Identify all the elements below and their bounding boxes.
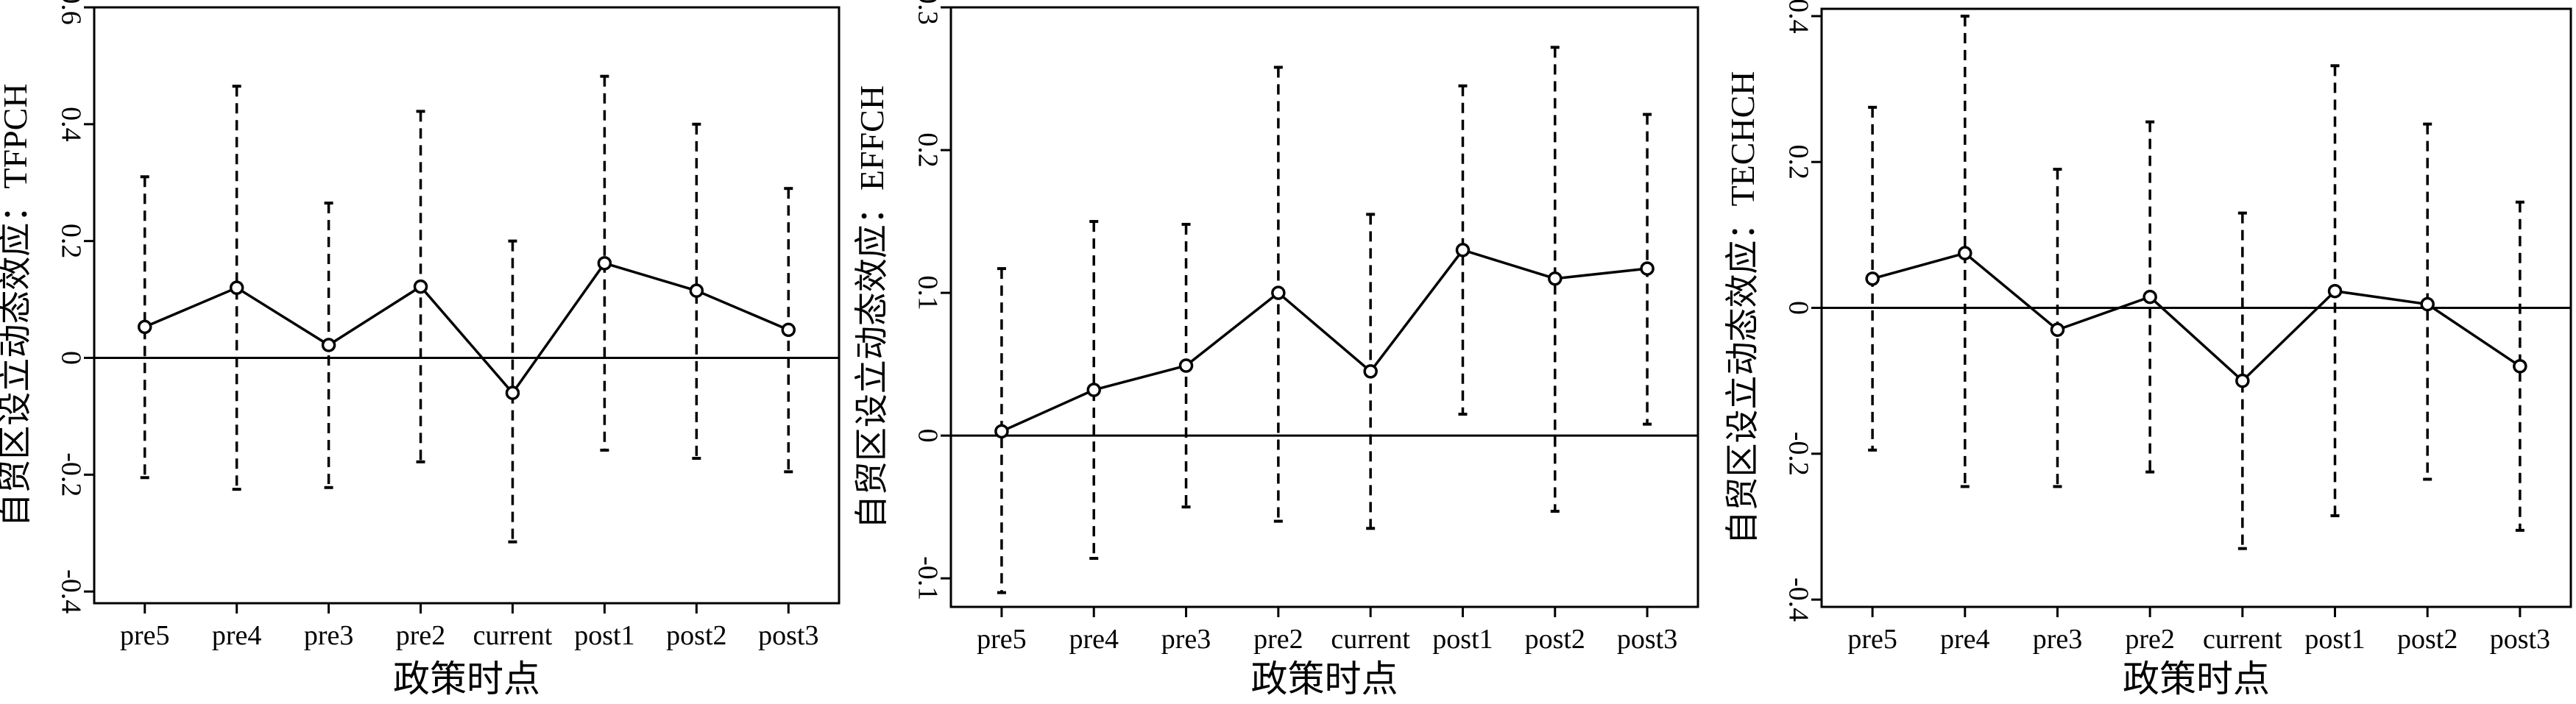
- point-current: [505, 385, 520, 400]
- y-tick-label: -0.2: [56, 452, 87, 497]
- panel-techch: -0.4 -0.2 0 0.2 0.4 pre5 pre4 pre3 pre2 current po…: [1722, 0, 2572, 700]
- point-post3: [2513, 359, 2527, 374]
- y-tick-label: 0: [56, 351, 87, 365]
- point-pre3: [321, 338, 336, 352]
- y-tick-label: 0.2: [1783, 144, 1814, 179]
- x-tick-label-pre4: pre4: [212, 620, 262, 651]
- point-pre4: [229, 280, 244, 295]
- y-tick-label: 0: [913, 429, 944, 443]
- y-tick-label: 0.2: [913, 132, 944, 168]
- series-line: [144, 261, 789, 395]
- y-tick-label: 0: [1783, 301, 1814, 315]
- y-axis-title: 自贸区设立动态效应：TECHCH: [1722, 71, 1762, 545]
- y-tick-label: -0.4: [56, 569, 87, 614]
- y-tick-label: 0.1: [913, 275, 944, 310]
- x-tick-label-current: current: [473, 620, 553, 651]
- y-axis-title: 自贸区设立动态效应：EFFCH: [852, 85, 891, 529]
- x-tick-label-pre5: pre5: [1847, 624, 1897, 655]
- point-post3: [1640, 261, 1655, 276]
- point-post2: [689, 283, 704, 298]
- x-tick-label-pre4: pre4: [1069, 624, 1119, 655]
- point-pre3: [2050, 322, 2065, 337]
- x-tick-label-post1: post1: [1432, 624, 1493, 655]
- plot-frame: [949, 6, 1699, 608]
- plot-frame: [93, 6, 841, 605]
- y-axis-title-variable: TECHCH: [1724, 71, 1761, 207]
- series-line: [1872, 252, 2521, 383]
- y-axis-title-prefix: 自贸区设立动态效应：: [1722, 207, 1762, 545]
- y-tick-label: -0.1: [913, 556, 944, 600]
- point-post3: [781, 322, 796, 338]
- x-axis-title: 政策时点: [1251, 658, 1398, 700]
- x-tick-label-post1: post1: [574, 620, 634, 651]
- y-tick-label: -0.4: [1783, 577, 1814, 622]
- point-post2: [1548, 271, 1563, 286]
- panel-effch: -0.1 0 0.1 0.2 0.3 pre5 pre4 pre3 pre2 current pos…: [852, 0, 1699, 700]
- y-tick-label: -0.2: [1783, 432, 1814, 476]
- y-tick-label: 0.4: [1783, 0, 1814, 34]
- point-post1: [2327, 283, 2343, 299]
- point-pre5: [137, 319, 152, 335]
- point-current: [1363, 364, 1378, 379]
- point-pre2: [2142, 289, 2157, 305]
- point-pre4: [1958, 246, 1972, 260]
- x-tick-label-pre2: pre2: [396, 620, 446, 651]
- x-tick-label-pre3: pre3: [304, 620, 354, 651]
- y-tick-label: 0.3: [913, 0, 944, 25]
- y-tick-label: 0.2: [56, 224, 87, 259]
- x-tick-label-pre5: pre5: [977, 624, 1027, 655]
- x-axis-title: 政策时点: [2123, 658, 2270, 700]
- y-axis-title: 自贸区设立动态效应：TFPCH: [0, 83, 35, 527]
- point-post1: [1455, 243, 1471, 257]
- y-axis-title-prefix: 自贸区设立动态效应：: [0, 189, 35, 527]
- x-tick-label-pre2: pre2: [2125, 624, 2175, 655]
- x-tick-label-pre2: pre2: [1253, 624, 1303, 655]
- point-post1: [597, 256, 612, 271]
- x-tick-label-post3: post3: [2490, 624, 2550, 655]
- x-tick-label-post2: post2: [1525, 624, 1585, 655]
- point-pre4: [1086, 383, 1101, 397]
- y-axis-title-variable: EFFCH: [853, 85, 891, 191]
- x-tick-label-post2: post2: [2397, 624, 2458, 655]
- point-pre5: [994, 424, 1009, 439]
- x-tick-label-post3: post3: [758, 620, 818, 651]
- y-axis-title-prefix: 自贸区设立动态效应：: [852, 191, 891, 529]
- y-tick-label: 0.4: [56, 107, 87, 142]
- point-pre2: [1271, 285, 1286, 300]
- point-current: [2235, 373, 2250, 388]
- point-pre3: [1178, 358, 1194, 373]
- x-tick-label-pre3: pre3: [2033, 624, 2083, 655]
- point-pre5: [1865, 271, 1880, 286]
- point-post2: [2420, 296, 2435, 312]
- y-axis-title-variable: TFPCH: [0, 83, 34, 188]
- panel-tfpch: -0.4 -0.2 0 0.2 0.4 0.6 pre5 pre4 pre3 pre2 curren…: [0, 0, 841, 700]
- y-tick-label: 0.6: [56, 0, 87, 25]
- x-tick-label-pre4: pre4: [1940, 624, 1990, 655]
- x-tick-label-post2: post2: [666, 620, 726, 651]
- x-tick-label-current: current: [1331, 624, 1410, 655]
- x-tick-label-pre5: pre5: [120, 620, 170, 651]
- x-tick-label-current: current: [2203, 624, 2282, 655]
- x-tick-label-pre3: pre3: [1161, 624, 1211, 655]
- x-tick-label-post1: post1: [2304, 624, 2365, 655]
- x-tick-label-post3: post3: [1617, 624, 1677, 655]
- x-axis-title: 政策时点: [393, 658, 540, 700]
- series-line: [1001, 248, 1648, 433]
- point-pre2: [413, 279, 428, 294]
